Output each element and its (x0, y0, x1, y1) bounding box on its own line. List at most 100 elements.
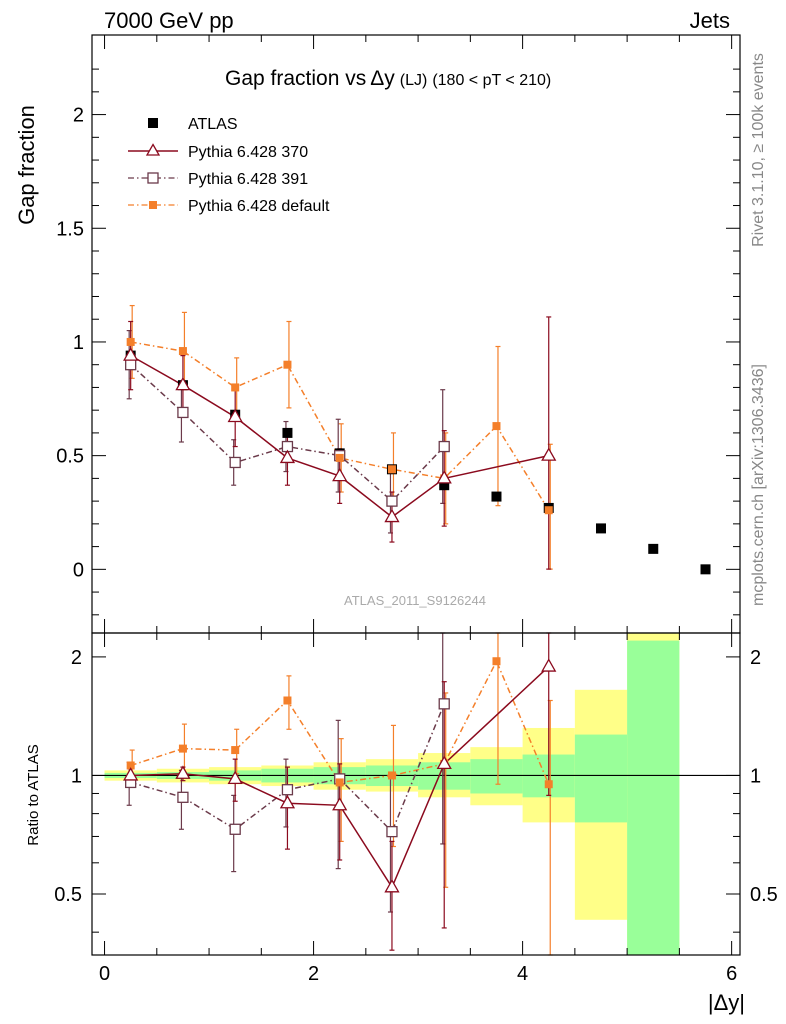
main-point-atlas (282, 427, 293, 438)
legend-label-atlas: ATLAS (188, 116, 238, 133)
title-main: Gap fraction vs (225, 67, 366, 90)
ratio-band-inner (470, 759, 523, 794)
main-point-atlas (595, 523, 606, 534)
main-point-p370 (436, 470, 452, 484)
main-point-atlas (439, 480, 450, 491)
legend-entry-pdef: Pythia 6.428 default (128, 198, 330, 215)
ratio-point-pdef (544, 780, 553, 789)
ratio-ytick-label-right: 2 (750, 647, 761, 669)
legend-entry-atlas: ATLAS (148, 116, 238, 133)
header-collision: 7000 GeV pp (104, 8, 234, 33)
x-tick-label: 4 (517, 963, 528, 985)
ratio-point-pdef (231, 746, 240, 755)
main-point-pdef (387, 465, 396, 474)
legend-label-p391: Pythia 6.428 391 (188, 171, 308, 188)
x-tick-label: 6 (726, 963, 737, 985)
main-point-atlas (700, 564, 711, 575)
main-point-p370 (227, 408, 243, 423)
main-point-atlas (648, 543, 659, 554)
title-range: (180 < pT < 210) (432, 72, 551, 89)
main-point-p391 (229, 456, 241, 469)
main-point-p391 (438, 440, 450, 453)
ratio-y-label: Ratio to ATLAS (25, 744, 42, 845)
ratio-point-p391 (177, 791, 189, 803)
title-delta: Δy (370, 67, 395, 90)
ratio-ytick-label-left: 1 (71, 765, 82, 787)
x-tick-label: 0 (99, 963, 110, 985)
ratio-ytick-label-right: 0.5 (750, 884, 778, 906)
main-point-atlas (491, 491, 502, 502)
main-point-p370 (541, 447, 557, 461)
ratio-point-pdef (126, 761, 135, 770)
panel-frames (91, 34, 741, 956)
ratio-point-p370 (123, 767, 139, 781)
ratio-point-pdef (387, 771, 396, 780)
ratio-band-inner (627, 640, 680, 955)
main-y-label: Gap fraction (14, 105, 39, 225)
header-category: Jets (690, 8, 730, 33)
ratio-point-pdef (283, 696, 292, 705)
ratio-point-p391 (281, 784, 294, 796)
legend-label-pdef: Pythia 6.428 default (188, 198, 330, 215)
main-ytick-label: 2 (73, 105, 84, 127)
ratio-point-p370 (332, 796, 348, 811)
main-point-pdef (231, 383, 240, 392)
ratio-point-p370 (227, 770, 243, 785)
ratio-line-pdef (130, 659, 550, 785)
legend-entry-p370: Pythia 6.428 370 (128, 143, 308, 161)
main-title: Gap fraction vs Δy (LJ) (180 < pT < 210) (225, 67, 551, 90)
legend-entry-p391: Pythia 6.428 391 (128, 171, 308, 188)
main-point-p370 (175, 376, 191, 391)
main-point-pdef (178, 347, 187, 356)
main-point-p370 (384, 508, 400, 523)
main-ytick-label: 0 (73, 559, 84, 581)
analysis-watermark: ATLAS_2011_S9126244 (344, 593, 486, 608)
main-point-pdef (335, 453, 344, 462)
main-point-p370 (123, 347, 139, 361)
main-point-p370 (279, 449, 296, 464)
main-plot-marks (123, 304, 711, 575)
main-ytick-label: 0.5 (56, 446, 84, 468)
ratio-band-inner (574, 734, 628, 823)
title-lj: (LJ) (400, 72, 428, 89)
main-ytick-label: 1.5 (56, 218, 84, 240)
legend: ATLAS Pythia 6.428 370 Pythia 6.428 391 … (128, 116, 330, 215)
ratio-plot-marks (123, 632, 557, 956)
legend-label-p370: Pythia 6.428 370 (188, 144, 308, 161)
ratio-point-pdef (178, 744, 187, 753)
ratio-ytick-label-left: 2 (71, 647, 82, 669)
x-tick-label: 2 (308, 963, 319, 985)
main-point-pdef (492, 422, 501, 431)
ratio-point-pdef (335, 778, 344, 787)
ratio-ytick-label-right: 1 (750, 765, 761, 787)
main-point-pdef (126, 337, 135, 346)
ratio-point-p370 (541, 658, 557, 672)
ratio-uncertainty-bands (92, 633, 740, 955)
main-point-pdef (544, 506, 553, 515)
x-axis-label: |Δy| (708, 990, 745, 1015)
ratio-axes: 0.5 0.5 1 1 2 2 0 2 4 6 (54, 633, 778, 985)
main-point-p370 (332, 467, 348, 482)
mcplots-label: mcplots.cern.ch [arXiv:1306.3436] (750, 364, 767, 606)
rivet-version-label: Rivet 3.1.10, ≥ 100k events (750, 53, 767, 247)
ratio-point-p370 (436, 755, 452, 770)
main-point-p391 (177, 406, 189, 419)
main-ytick-label: 1 (73, 332, 84, 354)
ratio-ytick-label-left: 0.5 (54, 884, 82, 906)
main-point-p391 (386, 495, 398, 507)
main-axes: 0 0.5 1 1.5 2 (56, 35, 740, 633)
main-point-p391 (125, 359, 137, 371)
ratio-point-p370 (384, 878, 400, 893)
main-line-p370 (130, 354, 549, 518)
ratio-point-p370 (279, 794, 296, 809)
ratio-point-p391 (438, 698, 450, 710)
main-point-pdef (283, 360, 292, 369)
ratio-point-pdef (492, 657, 501, 666)
ratio-line-p370 (130, 666, 550, 889)
ratio-point-p391 (229, 823, 241, 835)
ratio-panel-frame (91, 632, 741, 956)
ratio-point-p391 (386, 825, 398, 838)
ratio-point-p370 (175, 765, 191, 779)
